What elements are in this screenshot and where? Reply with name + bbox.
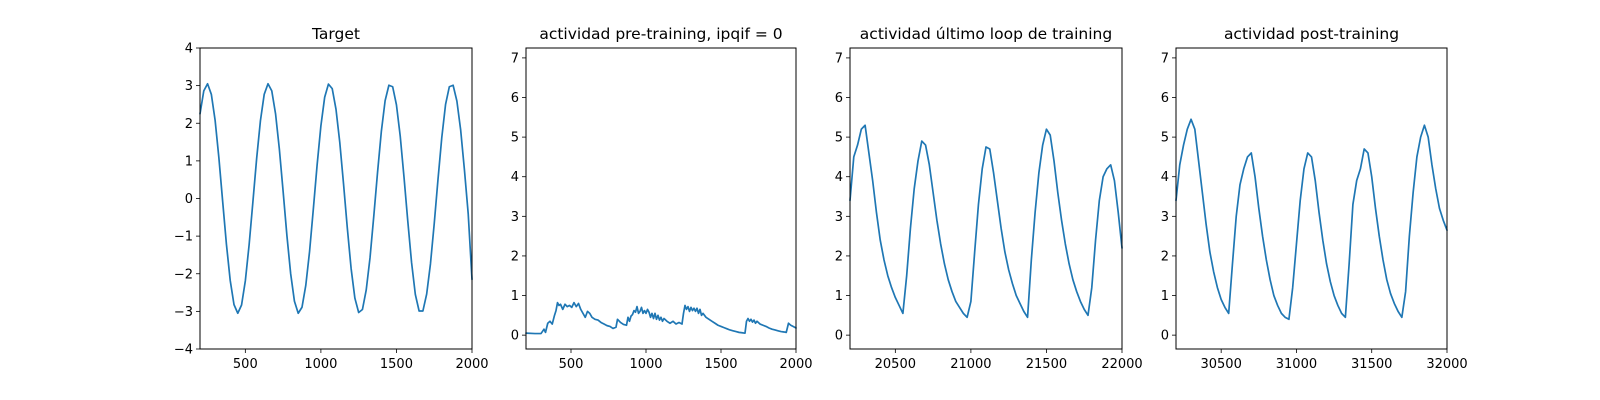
panel-title-pre-training: actividad pre-training, ipqif = 0 xyxy=(539,25,782,43)
panel-pre-training: 500 1000 1500 2000 0 1 2 3 4 5 6 7 actividad pre-tra… xyxy=(511,25,813,372)
series-line-target-0 xyxy=(199,82,473,315)
y-tick-label: 5 xyxy=(511,131,519,146)
x-tick-label: 1000 xyxy=(629,357,662,372)
y-tick-label: 4 xyxy=(835,170,843,185)
y-tick-label: 2 xyxy=(185,117,193,132)
y-tick-label: 5 xyxy=(835,131,843,146)
y-tick-label: 3 xyxy=(185,79,193,94)
y-tick-label: 3 xyxy=(835,210,843,225)
x-tick-label: 21000 xyxy=(950,357,991,372)
y-tick-label: 0 xyxy=(185,192,193,207)
x-tick-label: 30500 xyxy=(1200,357,1241,372)
y-tick-label: 7 xyxy=(1161,51,1169,66)
x-tick-label: 2000 xyxy=(455,357,488,372)
y-tick-label: 1 xyxy=(185,154,193,169)
y-tick-label: 6 xyxy=(511,91,519,106)
x-tick-label: 31500 xyxy=(1351,357,1392,372)
x-tick-label: 1000 xyxy=(304,357,337,372)
y-tick-label: 1 xyxy=(1161,289,1169,304)
x-tick-label: 32000 xyxy=(1426,357,1467,372)
x-tick-label: 1500 xyxy=(380,357,413,372)
y-tick-label: 5 xyxy=(1161,131,1169,146)
panel-post-training: 30500 31000 31500 32000 0 1 2 3 4 5 6 7 actividad po… xyxy=(1161,25,1468,372)
axes-frame-last-training-loop xyxy=(849,47,1123,350)
y-tick-label: 0 xyxy=(835,329,843,344)
panel-last-training-loop: 20500 21000 21500 22000 0 1 2 3 4 5 6 7 actividad úl… xyxy=(835,25,1143,372)
panel-target: 500 1000 1500 2000 −4 −3 −2 −1 0 1 2 3 4 Target xyxy=(174,25,489,372)
y-tick-label: 2 xyxy=(835,249,843,264)
x-tick-label: 1500 xyxy=(704,357,737,372)
y-tick-label: −1 xyxy=(174,230,193,245)
y-tick-label: 7 xyxy=(511,51,519,66)
y-tick-label: 1 xyxy=(835,289,843,304)
y-tick-label: 3 xyxy=(511,210,519,225)
x-tick-label: 500 xyxy=(559,357,584,372)
series-line-post-training-0 xyxy=(1175,118,1448,321)
x-tick-label: 20500 xyxy=(875,357,916,372)
axes-frame-pre-training xyxy=(525,47,797,350)
x-tick-label: 31000 xyxy=(1276,357,1317,372)
x-tick-label: 22000 xyxy=(1101,357,1142,372)
y-tick-label: 7 xyxy=(835,51,843,66)
y-tick-label: 4 xyxy=(185,42,193,57)
y-tick-label: 6 xyxy=(1161,91,1169,106)
panel-title-last-training-loop: actividad último loop de training xyxy=(860,25,1112,43)
y-tick-label: 0 xyxy=(511,329,519,344)
y-tick-label: 4 xyxy=(1161,170,1169,185)
y-tick-label: 2 xyxy=(511,249,519,264)
panel-title-target: Target xyxy=(311,25,360,43)
y-tick-label: −4 xyxy=(174,343,193,358)
y-tick-label: 1 xyxy=(511,289,519,304)
axes-frame-target xyxy=(199,47,473,350)
y-tick-label: 3 xyxy=(1161,210,1169,225)
series-line-last-training-loop-0 xyxy=(849,124,1123,319)
y-tick-label: 6 xyxy=(835,91,843,106)
y-tick-label: −3 xyxy=(174,305,193,320)
panel-title-post-training: actividad post-training xyxy=(1224,25,1399,43)
axes-frame-post-training xyxy=(1175,47,1448,350)
x-tick-label: 21500 xyxy=(1026,357,1067,372)
y-tick-label: 4 xyxy=(511,170,519,185)
y-tick-label: 2 xyxy=(1161,249,1169,264)
x-tick-label: 2000 xyxy=(779,357,812,372)
y-tick-label: 0 xyxy=(1161,329,1169,344)
x-tick-label: 500 xyxy=(233,357,258,372)
y-tick-label: −2 xyxy=(174,267,193,282)
series-line-pre-training-0 xyxy=(525,301,797,335)
